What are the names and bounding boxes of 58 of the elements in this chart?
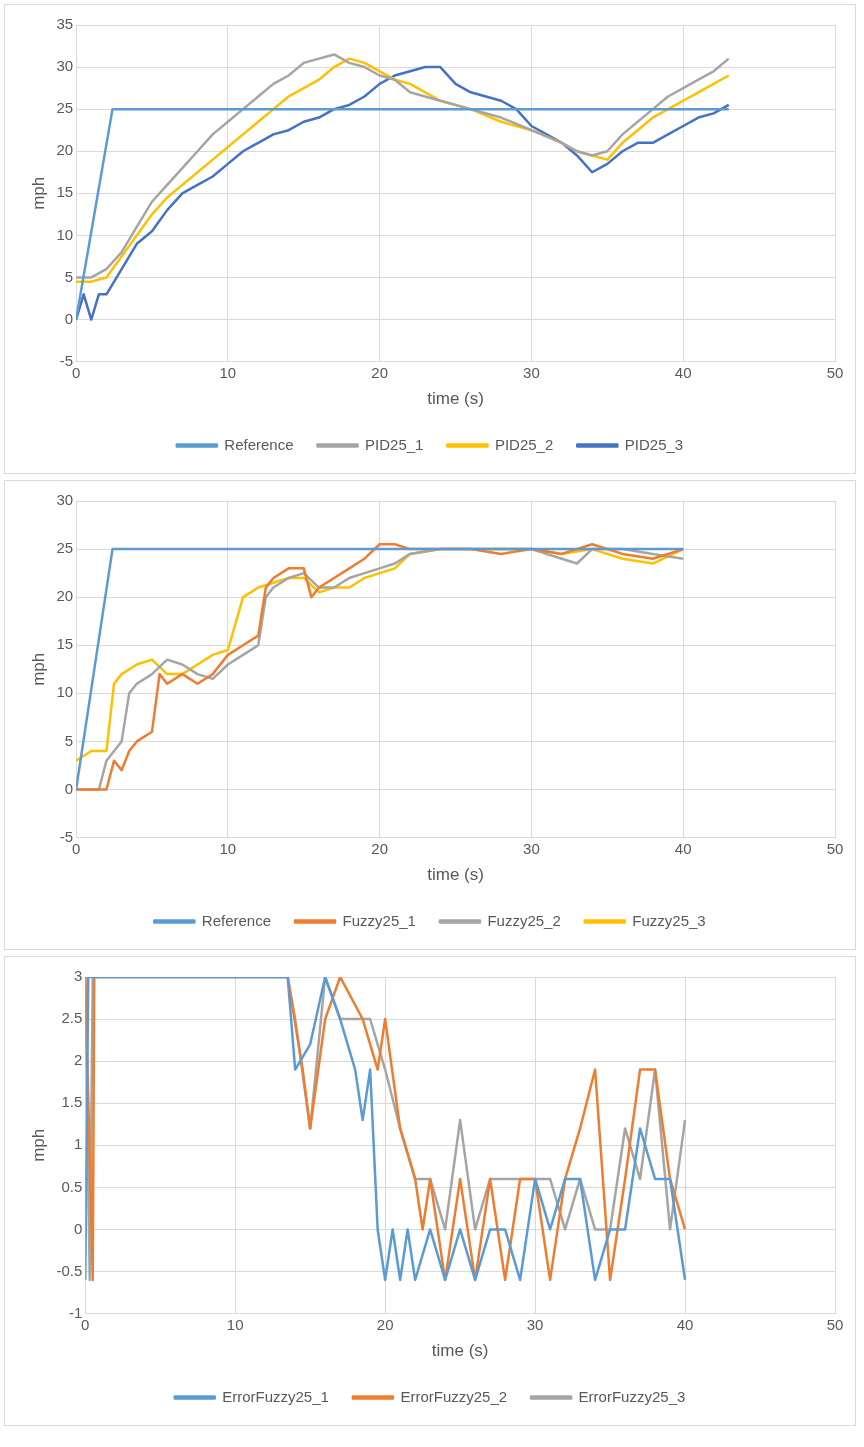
y-tick-label: 2.5 <box>61 1009 83 1027</box>
y-tick-label: -5 <box>59 827 74 845</box>
x-tick-label: 40 <box>676 1315 694 1333</box>
y-tick-label: 20 <box>56 587 74 605</box>
x-tick-label: 50 <box>826 363 844 381</box>
x-tick-label: 50 <box>826 1315 844 1333</box>
y-tick-label: 20 <box>56 141 74 159</box>
y-tick-label: 30 <box>56 491 74 509</box>
legend-label: ErrorFuzzy25_3 <box>578 1387 686 1405</box>
x-tick-label: 20 <box>371 363 388 381</box>
legend-label: Fuzzy25_3 <box>632 911 706 929</box>
y-tick-label: 25 <box>56 99 74 117</box>
legend-label: PID25_2 <box>494 435 554 453</box>
x-tick-label: 10 <box>219 839 237 857</box>
x-tick-label: 20 <box>376 1315 394 1333</box>
x-axis-title: time (s) <box>427 865 484 885</box>
y-tick-label: 1 <box>73 1135 83 1153</box>
y-tick-label: 10 <box>56 683 74 701</box>
x-tick-label: 30 <box>523 363 540 381</box>
legend-label: Fuzzy25_1 <box>342 911 416 929</box>
y-tick-label: 10 <box>56 225 74 243</box>
y-tick-label: -1 <box>68 1303 83 1321</box>
x-tick-label: 30 <box>523 839 540 857</box>
y-tick-label: 0 <box>64 779 74 797</box>
legend-label: PID25_3 <box>624 435 684 453</box>
y-axis-title: mph <box>28 652 48 686</box>
y-tick-label: 5 <box>64 731 74 749</box>
x-axis-title: time (s) <box>427 389 484 409</box>
x-tick-label: 20 <box>371 839 388 857</box>
x-tick-label: 40 <box>674 363 692 381</box>
y-tick-label: 15 <box>56 183 74 201</box>
y-tick-label: 25 <box>56 539 74 557</box>
y-tick-label: 2 <box>73 1051 83 1069</box>
legend-label: Fuzzy25_2 <box>487 911 561 929</box>
y-axis-title: mph <box>28 1128 48 1162</box>
x-tick-label: 10 <box>226 1315 244 1333</box>
y-tick-label: 3 <box>73 967 83 985</box>
y-tick-label: -0.5 <box>56 1261 83 1279</box>
y-tick-label: 15 <box>56 635 74 653</box>
y-tick-label: 0 <box>64 309 74 327</box>
legend-label: Reference <box>201 911 272 929</box>
x-tick-label: 40 <box>674 839 692 857</box>
legend-label: PID25_1 <box>365 435 424 453</box>
x-axis-title: time (s) <box>431 1341 489 1361</box>
y-axis-title: mph <box>28 176 48 210</box>
legend-label: ErrorFuzzy25_1 <box>222 1387 329 1405</box>
y-tick-label: 35 <box>56 15 74 33</box>
y-tick-label: 0.5 <box>61 1177 83 1195</box>
legend-label: ErrorFuzzy25_2 <box>400 1387 508 1405</box>
x-tick-label: 30 <box>526 1315 544 1333</box>
y-tick-label: -5 <box>59 351 74 369</box>
y-tick-label: 0 <box>73 1219 83 1237</box>
y-tick-label: 5 <box>64 267 74 285</box>
x-tick-label: 10 <box>219 363 237 381</box>
y-tick-label: 30 <box>56 57 74 75</box>
y-tick-label: 1.5 <box>61 1093 83 1111</box>
x-tick-label: 50 <box>826 839 844 857</box>
legend-label: Reference <box>224 435 294 453</box>
